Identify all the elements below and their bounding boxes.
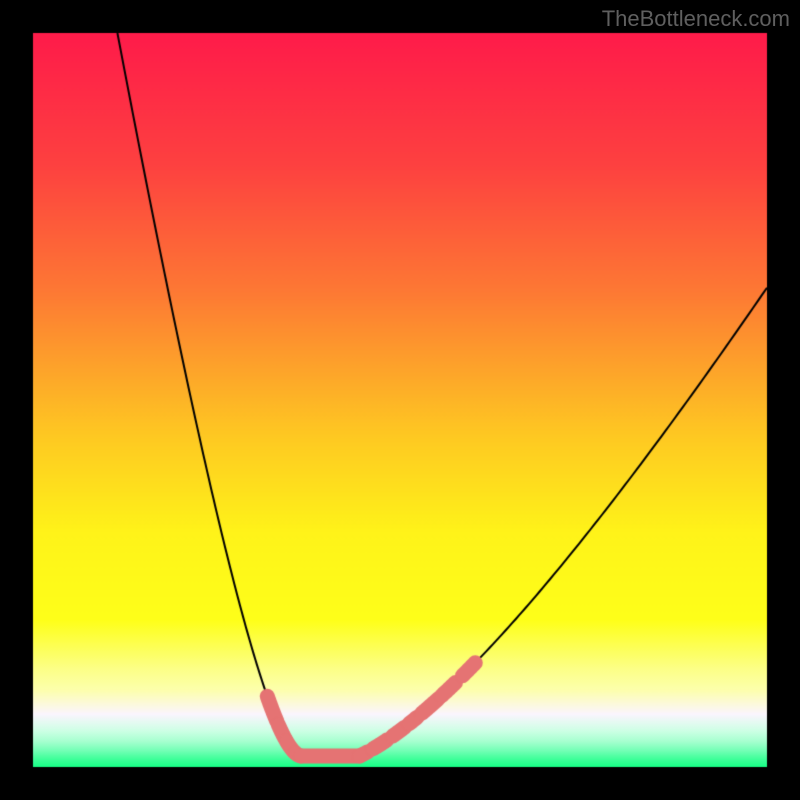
chart-stage: TheBottleneck.com <box>0 0 800 800</box>
watermark-text: TheBottleneck.com <box>602 6 790 32</box>
bottleneck-chart <box>0 0 800 800</box>
